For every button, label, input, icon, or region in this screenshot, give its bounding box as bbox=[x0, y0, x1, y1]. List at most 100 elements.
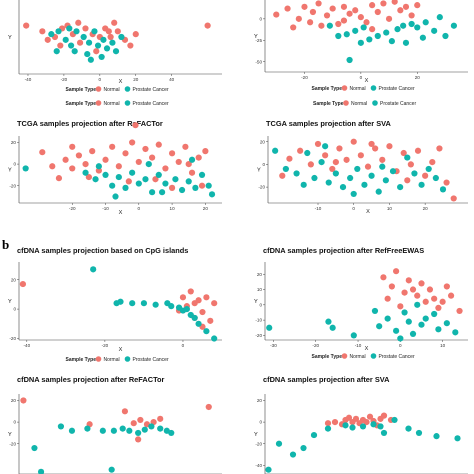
point-normal bbox=[95, 167, 102, 174]
point-prostate-cancer bbox=[91, 28, 98, 35]
point-prostate-cancer bbox=[84, 50, 91, 58]
legend-key-prostate-cancer bbox=[124, 100, 131, 106]
point-normal bbox=[162, 165, 169, 172]
legend-label-normal: Normal bbox=[104, 357, 120, 363]
point-normal bbox=[393, 268, 400, 275]
point-normal bbox=[346, 10, 353, 17]
point-normal bbox=[168, 150, 176, 157]
point-normal bbox=[402, 3, 410, 10]
point-prostate-cancer bbox=[325, 318, 332, 325]
point-normal bbox=[127, 42, 134, 49]
x-tick-label: 10 bbox=[440, 343, 446, 348]
point-normal bbox=[385, 15, 393, 22]
point-prostate-cancer bbox=[158, 189, 166, 196]
point-normal bbox=[315, 0, 322, 7]
x-tick-label: -10 bbox=[355, 343, 362, 348]
point-prostate-cancer bbox=[376, 323, 383, 330]
point-prostate-cancer bbox=[391, 416, 398, 424]
point-normal bbox=[318, 22, 325, 29]
y-tick-label: 20 bbox=[11, 398, 17, 403]
point-normal bbox=[188, 169, 196, 176]
point-normal bbox=[400, 149, 407, 157]
panel-label-b: b bbox=[2, 237, 9, 252]
point-normal bbox=[418, 280, 425, 287]
point-normal bbox=[57, 42, 64, 49]
point-prostate-cancer bbox=[152, 301, 159, 308]
point-prostate-cancer bbox=[374, 32, 381, 40]
point-normal bbox=[307, 161, 314, 168]
point-normal bbox=[121, 408, 129, 415]
point-normal bbox=[363, 419, 370, 426]
y-tick-label: -40 bbox=[255, 463, 262, 468]
point-prostate-cancer bbox=[289, 451, 297, 458]
point-prostate-cancer bbox=[379, 163, 386, 170]
point-normal bbox=[397, 303, 404, 310]
point-prostate-cancer bbox=[208, 191, 216, 198]
legend-key-normal bbox=[95, 100, 102, 106]
y-tick-label: 0 bbox=[259, 16, 262, 21]
y-tick-label: 20 bbox=[257, 398, 263, 403]
legend-label-normal: Normal bbox=[104, 101, 120, 107]
point-normal bbox=[439, 298, 446, 305]
point-normal bbox=[329, 5, 336, 12]
y-tick-label: -20 bbox=[255, 441, 262, 446]
point-normal bbox=[39, 149, 46, 156]
point-normal bbox=[343, 156, 350, 163]
point-prostate-cancer bbox=[87, 56, 94, 63]
point-normal bbox=[380, 274, 387, 281]
point-prostate-cancer bbox=[31, 444, 38, 452]
point-prostate-cancer bbox=[346, 56, 353, 64]
y-axis-label-8: Y bbox=[254, 432, 258, 438]
point-prostate-cancer bbox=[168, 303, 175, 310]
point-prostate-cancer bbox=[62, 36, 69, 43]
legend-title: Sample Type bbox=[66, 87, 97, 93]
point-normal bbox=[431, 295, 438, 302]
point-normal bbox=[352, 415, 360, 422]
point-prostate-cancer bbox=[149, 189, 156, 196]
x-tick-label: 0 bbox=[352, 206, 355, 211]
point-prostate-cancer bbox=[192, 184, 199, 191]
y-tick-label: 0 bbox=[13, 420, 16, 425]
point-prostate-cancer bbox=[332, 170, 339, 177]
y-tick-label: 0 bbox=[13, 307, 16, 312]
point-normal bbox=[279, 172, 286, 179]
y-axis-label-6: Y bbox=[254, 299, 258, 305]
point-prostate-cancer bbox=[419, 34, 426, 41]
point-normal bbox=[155, 141, 162, 148]
point-prostate-cancer bbox=[198, 171, 206, 179]
point-prostate-cancer bbox=[342, 422, 349, 429]
point-normal bbox=[204, 22, 211, 29]
point-prostate-cancer bbox=[266, 324, 273, 331]
point-normal bbox=[102, 156, 109, 163]
point-normal bbox=[20, 397, 27, 404]
point-normal bbox=[435, 304, 442, 311]
point-normal bbox=[426, 286, 434, 293]
point-normal bbox=[301, 3, 308, 10]
legend-label-prostate-cancer: Prostate Cancer bbox=[133, 357, 169, 363]
legend-title: Sample Type bbox=[313, 101, 344, 107]
point-normal bbox=[19, 280, 27, 288]
point-prostate-cancer bbox=[155, 171, 162, 179]
point-prostate-cancer bbox=[411, 170, 418, 177]
point-prostate-cancer bbox=[370, 421, 377, 428]
point-normal bbox=[322, 152, 329, 159]
legend-key-normal bbox=[95, 86, 102, 92]
point-prostate-cancer bbox=[118, 33, 125, 41]
x-axis-label-4: X bbox=[366, 209, 370, 215]
legend-key-prostate-cancer bbox=[370, 85, 377, 91]
point-normal bbox=[357, 152, 364, 159]
point-prostate-cancer bbox=[90, 266, 97, 273]
point-prostate-cancer bbox=[359, 423, 367, 430]
point-prostate-cancer bbox=[435, 326, 442, 333]
point-prostate-cancer bbox=[415, 429, 423, 437]
legend-title: Sample Type bbox=[312, 86, 343, 92]
point-prostate-cancer bbox=[37, 468, 45, 474]
y-tick-label: 20 bbox=[11, 140, 17, 145]
point-normal bbox=[309, 8, 317, 16]
point-normal bbox=[207, 317, 214, 324]
point-prostate-cancer bbox=[432, 174, 439, 182]
point-prostate-cancer bbox=[55, 28, 62, 35]
point-prostate-cancer bbox=[265, 466, 272, 473]
point-normal bbox=[93, 48, 100, 55]
point-prostate-cancer bbox=[84, 425, 91, 432]
